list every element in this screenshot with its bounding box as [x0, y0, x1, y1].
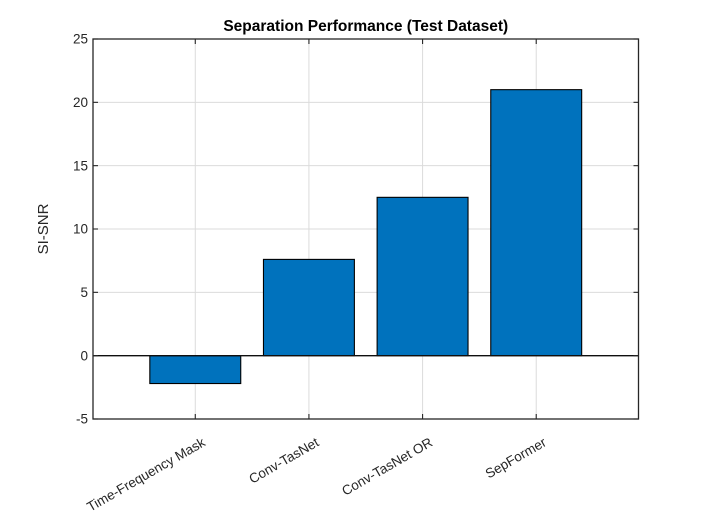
y-axis-label: SI-SNR: [35, 203, 52, 254]
y-tick-labels: -5 0 5 10 15 20 25: [73, 32, 88, 427]
y-tick-label-5: 5: [80, 285, 88, 300]
x-tick-label-1: Conv-TasNet: [246, 434, 321, 486]
x-tick-label-3: SepFormer: [483, 434, 549, 481]
y-tick-label--5: -5: [76, 412, 88, 427]
tick-marks: [93, 38, 639, 420]
chart-title: Separation Performance (Test Dataset): [223, 18, 508, 35]
x-tick-label-2: Conv-TasNet OR: [339, 434, 435, 498]
bar-2: [376, 196, 469, 357]
x-tick-labels: Time-Frequency Mask Conv-TasNet Conv-TasNe…: [84, 434, 549, 514]
bar-series: [149, 89, 583, 385]
y-tick-label-25: 25: [73, 32, 88, 47]
bar-3: [490, 89, 583, 357]
y-tick-label-15: 15: [73, 158, 88, 173]
y-tick-label-0: 0: [80, 348, 88, 363]
bar-1: [262, 258, 355, 357]
y-tick-label-10: 10: [73, 222, 88, 237]
y-tick-label-20: 20: [73, 95, 88, 110]
bar-0: [149, 355, 242, 385]
x-tick-label-0: Time-Frequency Mask: [84, 434, 208, 514]
